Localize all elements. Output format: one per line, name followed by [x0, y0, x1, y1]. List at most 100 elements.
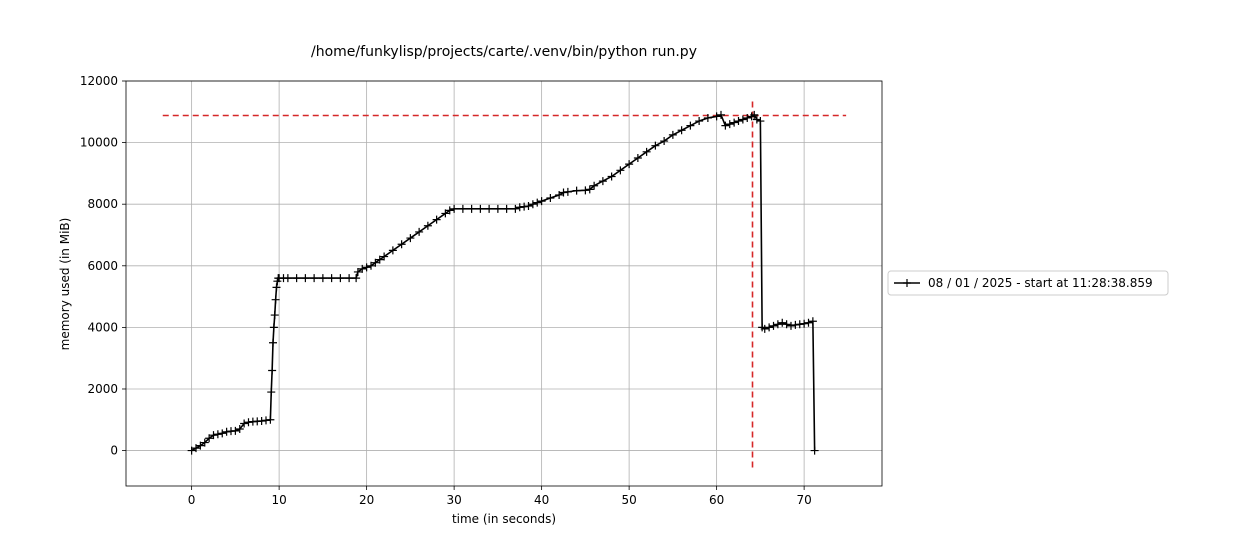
data-point	[533, 198, 542, 207]
data-point	[367, 261, 375, 270]
y-tick-label: 0	[110, 444, 118, 458]
data-point	[528, 200, 537, 209]
data-point	[406, 234, 415, 243]
legend-entry-label: 08 / 01 / 2025 - start at 11:28:38.859	[928, 276, 1153, 290]
data-point	[808, 317, 817, 326]
data-point	[345, 274, 354, 283]
data-point	[209, 431, 218, 440]
data-point	[235, 425, 244, 434]
data-point	[222, 427, 231, 436]
data-point	[546, 194, 555, 203]
x-tick-label: 20	[359, 493, 374, 507]
legend: 08 / 01 / 2025 - start at 11:28:38.859	[887, 270, 1169, 296]
data-point	[240, 419, 249, 428]
data-point	[262, 416, 270, 425]
data-point	[520, 202, 529, 211]
data-point	[787, 321, 795, 330]
y-tick-label: 6000	[87, 259, 118, 273]
data-point	[581, 186, 590, 195]
data-point	[559, 188, 568, 197]
data-point	[467, 204, 476, 213]
data-point	[327, 274, 336, 283]
data-point	[283, 274, 292, 283]
data-point	[778, 318, 787, 327]
grid	[126, 80, 882, 486]
data-point	[380, 252, 389, 261]
data-point	[336, 274, 345, 283]
data-point	[352, 274, 361, 283]
data-point	[585, 185, 594, 194]
data-point	[572, 186, 581, 195]
data-point	[205, 434, 214, 443]
data-point	[555, 190, 564, 199]
series-line	[191, 114, 816, 452]
data-point	[397, 240, 406, 249]
data-point	[703, 113, 712, 122]
data-point	[192, 444, 200, 453]
x-axis-label: time (in seconds)	[452, 512, 556, 526]
data-point	[269, 338, 277, 347]
x-tick-label: 60	[709, 493, 724, 507]
data-point	[318, 274, 327, 283]
y-tick-label: 10000	[80, 136, 118, 150]
data-point	[218, 429, 227, 438]
data-point	[686, 121, 695, 130]
data-point	[362, 263, 371, 272]
data-point	[760, 324, 769, 333]
x-tick-label: 40	[534, 493, 549, 507]
data-point	[301, 274, 310, 283]
data-point	[244, 418, 253, 427]
chart-title: /home/funkylisp/projects/carte/.venv/bin…	[311, 44, 697, 60]
data-point	[450, 204, 459, 213]
data-point	[269, 323, 278, 332]
data-point	[432, 215, 441, 224]
data-point	[213, 430, 222, 439]
data-point	[423, 221, 432, 230]
data-point	[375, 255, 384, 264]
data-point	[734, 117, 743, 126]
y-tick-label: 12000	[80, 74, 118, 88]
data-point	[257, 417, 266, 426]
y-axis: 0 2000 4000 6000 8000 10000 12000	[80, 74, 126, 458]
data-point	[270, 311, 279, 320]
data-point	[458, 204, 467, 213]
data-point	[231, 426, 240, 435]
data-point	[765, 323, 774, 332]
x-tick-label: 10	[271, 493, 286, 507]
data-point	[476, 204, 485, 213]
reference-lines	[162, 97, 847, 468]
data-point	[738, 115, 747, 124]
data-point	[642, 147, 651, 156]
data-point	[563, 187, 572, 196]
y-tick-label: 2000	[87, 382, 118, 396]
data-point	[633, 153, 642, 162]
data-point	[415, 227, 424, 236]
data-point	[677, 126, 686, 135]
data-point	[800, 319, 809, 328]
y-tick-label: 8000	[87, 197, 118, 211]
y-axis-label: memory used (in MiB)	[58, 218, 72, 351]
data-point	[502, 204, 511, 213]
data-point	[660, 137, 669, 146]
data-point	[266, 415, 275, 424]
data-point	[388, 246, 397, 255]
x-tick-label: 30	[446, 493, 461, 507]
y-tick-label: 4000	[87, 320, 118, 334]
data-point	[616, 166, 625, 175]
data-point	[493, 204, 502, 213]
data-point	[441, 209, 450, 218]
data-point	[358, 264, 367, 273]
data-point	[695, 117, 704, 126]
data-point	[717, 110, 725, 119]
data-point	[310, 274, 319, 283]
x-tick-label: 70	[796, 493, 811, 507]
data-point	[292, 274, 301, 283]
legend-box	[887, 270, 1169, 296]
data-point	[651, 141, 660, 150]
data-point	[272, 283, 281, 292]
series-layer	[187, 110, 819, 455]
data-point	[756, 117, 765, 126]
data-point	[773, 320, 782, 329]
data-point	[721, 121, 730, 130]
